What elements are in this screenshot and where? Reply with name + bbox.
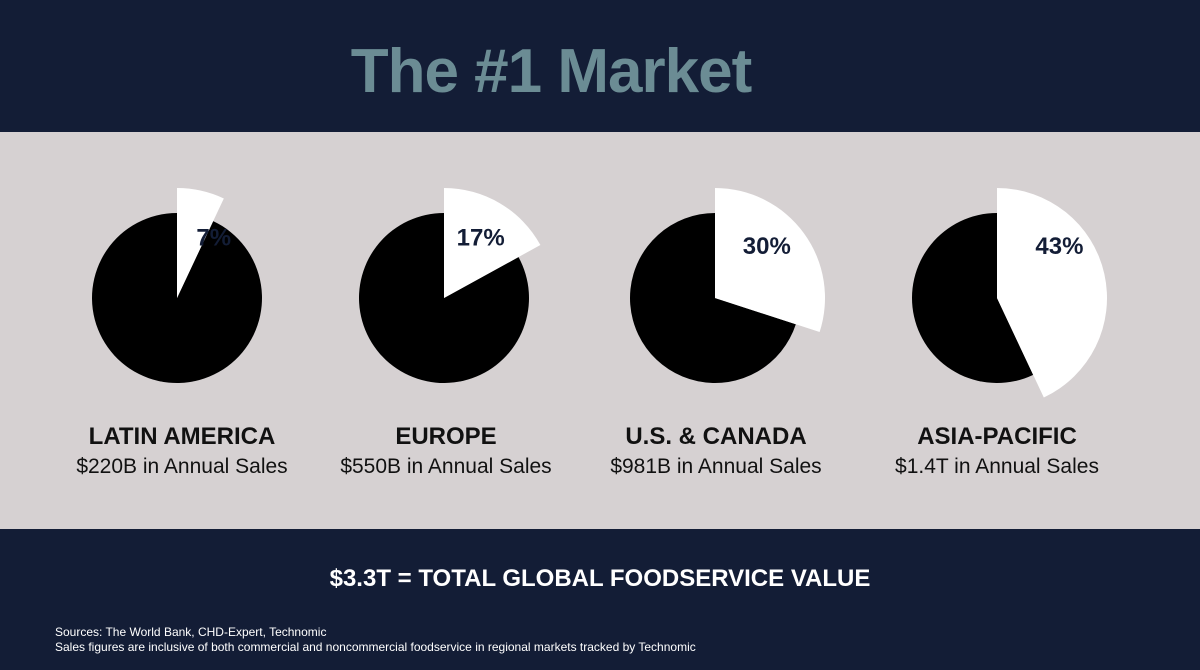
region-name: LATIN AMERICA [88, 423, 276, 450]
pie-percent-label: 43% [1035, 233, 1083, 260]
pie-slice-share-latin-america [177, 188, 224, 298]
header: The #1 Market [0, 0, 1200, 132]
region-us-canada: U.S. & CANADA $981B in Annual Sales [581, 422, 851, 482]
total-value: $3.3T = TOTAL GLOBAL FOODSERVICE VALUE [329, 565, 871, 592]
pie-slice-remaining-europe [359, 213, 530, 383]
region-sales: $550B in Annual Sales [340, 455, 552, 478]
region-sales: $1.4T in Annual Sales [895, 455, 1099, 478]
pie-percent-label: 7% [196, 225, 231, 252]
pie-percent-label: 30% [743, 233, 791, 260]
pie-slice-share-europe [444, 188, 541, 298]
sources-line: Sources: The World Bank, CHD-Expert, Tec… [55, 625, 327, 639]
pie-slice-remaining-asia-pacific [912, 213, 1034, 383]
region-sales: $220B in Annual Sales [76, 455, 288, 478]
region-asia-pacific: ASIA-PACIFIC $1.4T in Annual Sales [862, 422, 1132, 482]
region-europe: EUROPE $550B in Annual Sales [311, 422, 581, 482]
sources-note: Sources: The World Bank, CHD-Expert, Tec… [55, 625, 696, 655]
pie-slice-share-us-canada [715, 188, 825, 332]
pie-charts: 7% 17% 30% 43% [92, 188, 1107, 398]
region-name: U.S. & CANADA [625, 423, 807, 450]
sales-note-line: Sales figures are inclusive of both comm… [55, 640, 696, 654]
footer: $3.3T = TOTAL GLOBAL FOODSERVICE VALUE S… [0, 529, 1200, 670]
region-latin-america: LATIN AMERICA $220B in Annual Sales [47, 422, 317, 482]
region-sales: $981B in Annual Sales [610, 455, 822, 478]
page-title: The #1 Market [350, 37, 753, 106]
pie-percent-label: 17% [457, 225, 505, 252]
pie-slice-share-asia-pacific [997, 188, 1107, 398]
pie-panel: 7% 17% 30% 43% LATIN AMERICA $220B in Annua… [0, 132, 1200, 529]
region-name: ASIA-PACIFIC [917, 423, 1077, 450]
pie-slice-remaining-us-canada [630, 213, 796, 383]
region-name: EUROPE [395, 423, 497, 450]
